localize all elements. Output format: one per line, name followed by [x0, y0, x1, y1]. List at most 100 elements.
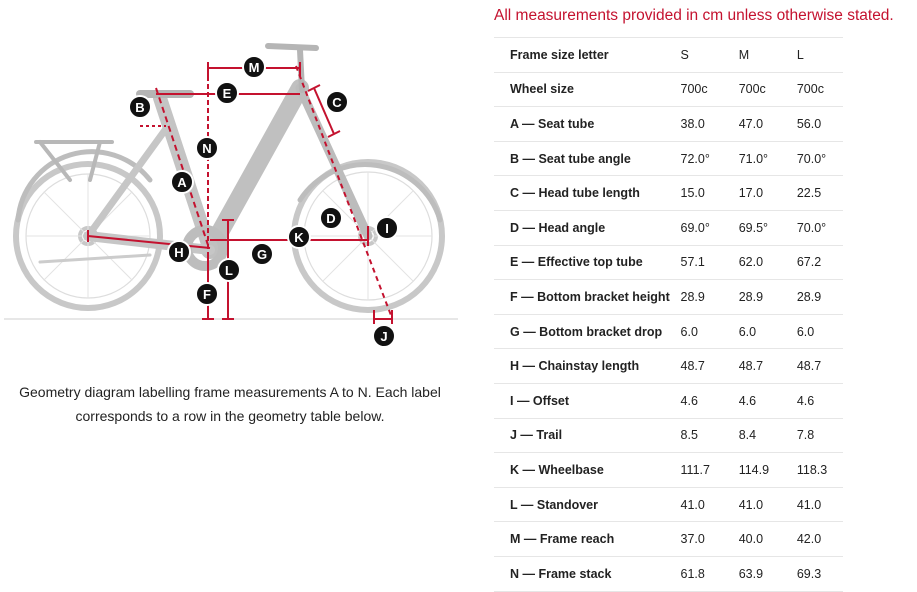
row-label: Wheel size	[494, 72, 681, 108]
size-m-value: 48.7	[738, 348, 797, 384]
size-m-value: 62.0	[738, 245, 797, 281]
row-label: B — Seat tube angle	[494, 141, 681, 177]
geometry-table: Frame size letter S M L Wheel size 700c 700c 70…	[494, 37, 843, 592]
size-s-value: 38.0	[680, 106, 739, 142]
label-K: K	[287, 225, 311, 249]
size-l-value: 70.0°	[796, 210, 843, 246]
size-s-value: 57.1	[680, 245, 739, 281]
table-row: E — Effective top tube 57.1 62.0 67.2	[494, 245, 843, 281]
size-l-value: 42.0	[796, 521, 843, 557]
svg-text:G: G	[257, 247, 267, 262]
size-l-value: 700c	[796, 72, 843, 108]
table-row: C — Head tube length 15.0 17.0 22.5	[494, 175, 843, 211]
svg-text:I: I	[385, 221, 389, 236]
size-m-value: 114.9	[738, 452, 797, 488]
size-s-value: 111.7	[680, 452, 739, 488]
size-s-value: 61.8	[680, 556, 739, 592]
size-m-value: 71.0°	[738, 141, 797, 177]
size-m-value: 6.0	[738, 314, 797, 350]
label-J: J	[372, 324, 396, 348]
size-m-value: 28.9	[738, 279, 797, 315]
size-l-value: 7.8	[796, 418, 843, 454]
label-B: B	[128, 95, 152, 119]
size-s-value: 72.0°	[680, 141, 739, 177]
size-m-value: M	[738, 37, 797, 73]
size-s-value: 41.0	[680, 487, 739, 523]
table-row: Wheel size 700c 700c 700c	[494, 72, 843, 108]
size-m-value: 47.0	[738, 106, 797, 142]
svg-text:H: H	[174, 245, 183, 260]
row-label: G — Bottom bracket drop	[494, 314, 681, 350]
size-s-value: 15.0	[680, 175, 739, 211]
svg-text:A: A	[177, 175, 187, 190]
svg-text:E: E	[223, 86, 232, 101]
size-l-value: L	[796, 37, 843, 73]
table-row: Frame size letter S M L	[494, 37, 843, 73]
size-s-value: 69.0°	[680, 210, 739, 246]
table-row: L — Standover 41.0 41.0 41.0	[494, 487, 843, 523]
row-label: E — Effective top tube	[494, 245, 681, 281]
size-s-value: 6.0	[680, 314, 739, 350]
svg-text:B: B	[135, 100, 144, 115]
table-row: D — Head angle 69.0° 69.5° 70.0°	[494, 210, 843, 246]
table-row: F — Bottom bracket height 28.9 28.9 28.9	[494, 279, 843, 315]
table-row: G — Bottom bracket drop 6.0 6.0 6.0	[494, 314, 843, 350]
size-m-value: 63.9	[738, 556, 797, 592]
size-s-value: 4.6	[680, 383, 739, 419]
size-l-value: 67.2	[796, 245, 843, 281]
size-l-value: 48.7	[796, 348, 843, 384]
size-s-value: 48.7	[680, 348, 739, 384]
label-H: H	[167, 240, 191, 264]
table-row: I — Offset 4.6 4.6 4.6	[494, 383, 843, 419]
size-s-value: S	[680, 37, 739, 73]
svg-text:C: C	[332, 95, 342, 110]
row-label: L — Standover	[494, 487, 681, 523]
label-G: G	[250, 242, 274, 266]
units-notice: All measurements provided in cm unless o…	[494, 7, 894, 24]
row-label: M — Frame reach	[494, 521, 681, 557]
size-m-value: 8.4	[738, 418, 797, 454]
svg-text:L: L	[225, 263, 233, 278]
svg-text:K: K	[294, 230, 304, 245]
table-row: K — Wheelbase 111.7 114.9 118.3	[494, 452, 843, 488]
row-label: F — Bottom bracket height	[494, 279, 681, 315]
label-E: E	[215, 81, 239, 105]
geometry-diagram: M E B C N A D I K H G L	[4, 43, 458, 348]
size-s-value: 8.5	[680, 418, 739, 454]
caption-line-1: Geometry diagram labelling frame measure…	[19, 384, 441, 400]
table-row: N — Frame stack 61.8 63.9 69.3	[494, 556, 843, 592]
size-l-value: 4.6	[796, 383, 843, 419]
row-label: A — Seat tube	[494, 106, 681, 142]
size-m-value: 700c	[738, 72, 797, 108]
label-N: N	[195, 136, 219, 160]
geometry-table-body: Frame size letter S M L Wheel size 700c 700c 70…	[494, 37, 843, 592]
size-l-value: 70.0°	[796, 141, 843, 177]
size-l-value: 22.5	[796, 175, 843, 211]
table-row: M — Frame reach 37.0 40.0 42.0	[494, 521, 843, 557]
size-s-value: 700c	[680, 72, 739, 108]
label-F: F	[195, 282, 219, 306]
svg-text:F: F	[203, 287, 211, 302]
size-s-value: 37.0	[680, 521, 739, 557]
row-label: I — Offset	[494, 383, 681, 419]
label-I: I	[375, 216, 399, 240]
table-row: A — Seat tube 38.0 47.0 56.0	[494, 106, 843, 142]
caption-line-2: corresponds to a row in the geometry tab…	[75, 408, 385, 424]
size-m-value: 69.5°	[738, 210, 797, 246]
row-label: J — Trail	[494, 418, 681, 454]
size-l-value: 69.3	[796, 556, 843, 592]
size-l-value: 6.0	[796, 314, 843, 350]
svg-text:D: D	[326, 211, 335, 226]
table-row: H — Chainstay length 48.7 48.7 48.7	[494, 348, 843, 384]
label-D: D	[319, 206, 343, 230]
row-label: H — Chainstay length	[494, 348, 681, 384]
size-m-value: 4.6	[738, 383, 797, 419]
size-l-value: 41.0	[796, 487, 843, 523]
row-label: K — Wheelbase	[494, 452, 681, 488]
label-M: M	[242, 55, 266, 79]
table-row: J — Trail 8.5 8.4 7.8	[494, 418, 843, 454]
row-label: Frame size letter	[494, 37, 681, 73]
svg-text:M: M	[249, 60, 260, 75]
row-label: C — Head tube length	[494, 175, 681, 211]
label-C: C	[325, 90, 349, 114]
